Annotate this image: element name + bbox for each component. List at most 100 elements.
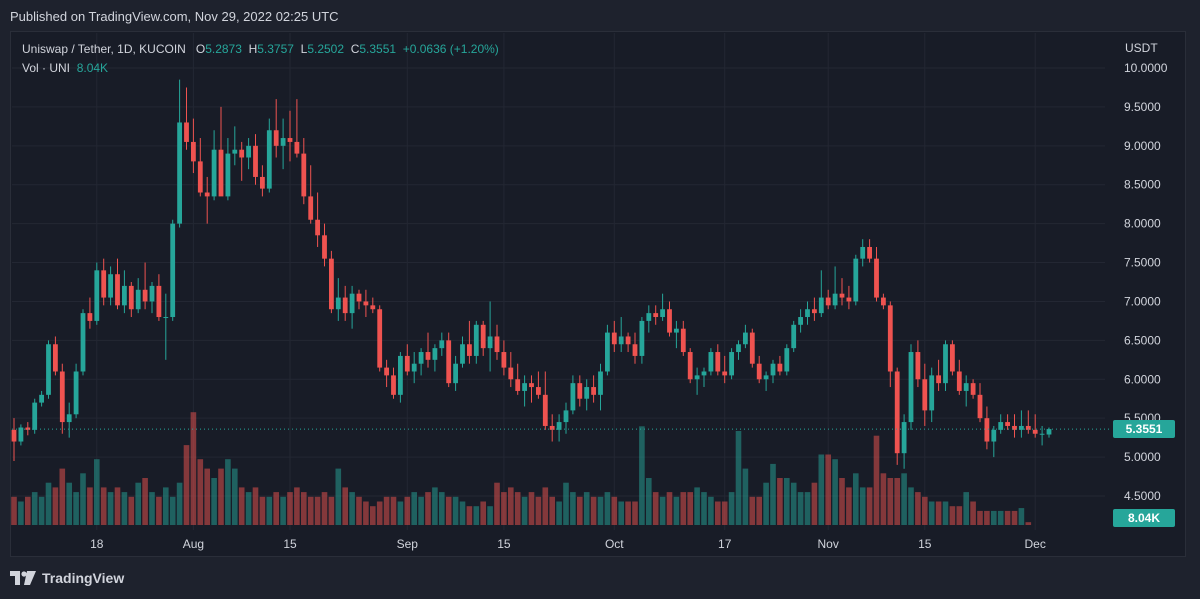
x-tick-label: 15 (283, 537, 297, 551)
candle-body (860, 246, 866, 259)
candle-body (122, 285, 127, 306)
candle-body (515, 379, 521, 391)
candle-body (591, 387, 596, 395)
close-label: C (350, 42, 360, 56)
symbol-label[interactable]: Uniswap / Tether, 1D, KUCOIN (22, 42, 186, 56)
volume-bar (390, 496, 397, 525)
candle-body (660, 309, 665, 318)
volume-bar (114, 487, 121, 525)
volume-bar (646, 478, 652, 525)
volume-bar (80, 473, 86, 525)
volume-bar (715, 501, 721, 525)
y-tick-label: 8.0000 (1124, 217, 1161, 231)
candle-body (39, 394, 44, 403)
volume-bar (411, 492, 417, 525)
volume-bar (659, 496, 666, 525)
candle-body (784, 348, 790, 372)
candle-body (87, 313, 93, 321)
volume-bar (542, 487, 549, 525)
candle-body (812, 309, 817, 314)
candle-body (894, 371, 900, 454)
candle-body (170, 223, 176, 318)
high-label: H (248, 42, 258, 56)
y-tick-label: 7.5000 (1124, 256, 1161, 270)
candle-body (177, 122, 182, 224)
candle-body (549, 425, 555, 430)
volume-bar (915, 492, 921, 525)
candle-body (287, 138, 293, 142)
open-label: O (195, 42, 206, 56)
volume-bar (618, 501, 624, 525)
volume-bar (87, 487, 93, 525)
candle-body (280, 138, 286, 146)
candle-body (246, 145, 251, 158)
candle-body (991, 429, 997, 442)
volume-bar (232, 468, 238, 525)
volume-bar (597, 496, 604, 525)
candle-body (308, 196, 314, 220)
volume-bar (832, 459, 838, 525)
candle-body (446, 340, 452, 384)
candle-body (59, 371, 65, 423)
volume-bar (839, 478, 845, 525)
volume-bar (266, 496, 273, 525)
candle-body (204, 192, 210, 197)
candle-body (1039, 433, 1045, 435)
volume-bar (549, 496, 555, 525)
volume-bar (570, 492, 576, 525)
candle-body (646, 313, 652, 321)
volume-bar (928, 501, 935, 525)
candle-body (853, 258, 859, 302)
volume-bar (556, 501, 562, 525)
candle-body (577, 383, 583, 399)
volume-bar (376, 501, 383, 525)
candle-body (142, 289, 148, 302)
candle-body (487, 336, 493, 349)
volume-bar (383, 496, 390, 525)
tradingview-logo-icon (10, 571, 36, 585)
candle-body (398, 355, 403, 395)
volume-bar (342, 487, 348, 525)
volume-bar (466, 506, 473, 525)
candle-body (225, 153, 231, 197)
volume-bar (887, 478, 894, 525)
volume-bar (349, 492, 355, 525)
tradingview-brand[interactable]: TradingView (10, 570, 124, 586)
volume-bar (991, 510, 997, 525)
candle-body (867, 246, 872, 259)
candle-body (598, 371, 603, 395)
candle-body (432, 348, 438, 360)
volume-bar (804, 492, 811, 525)
volume-bar (977, 510, 983, 525)
volume-bar (673, 496, 680, 525)
candle-body (963, 383, 969, 391)
candle-body (998, 422, 1004, 430)
candle-body (701, 371, 707, 376)
volume-bar (190, 412, 197, 525)
candle-body (777, 363, 783, 372)
candle-body (674, 328, 679, 333)
candle-body (763, 375, 769, 380)
volume-bar (397, 501, 404, 525)
candle-body (556, 422, 562, 430)
volume-bar (749, 496, 756, 525)
volume-bar (480, 501, 486, 525)
volume-bar (935, 501, 942, 525)
candle-body (266, 130, 272, 189)
currency-label[interactable]: USDT (1125, 41, 1158, 55)
candle-body (363, 301, 369, 306)
volume-bar (163, 487, 169, 525)
volume-label[interactable]: Vol · UNI (22, 61, 71, 75)
volume-bar (294, 487, 300, 525)
volume-bar (970, 501, 976, 525)
volume-bar (825, 454, 831, 525)
volume-bar (901, 473, 907, 525)
volume-bar (908, 487, 914, 525)
candle-body (473, 324, 479, 356)
candle-body (315, 219, 320, 236)
candle-body (273, 130, 279, 146)
volume-legend: Vol · UNI 8.04K (22, 61, 108, 75)
candle-body (639, 320, 645, 356)
candle-body (356, 293, 362, 302)
